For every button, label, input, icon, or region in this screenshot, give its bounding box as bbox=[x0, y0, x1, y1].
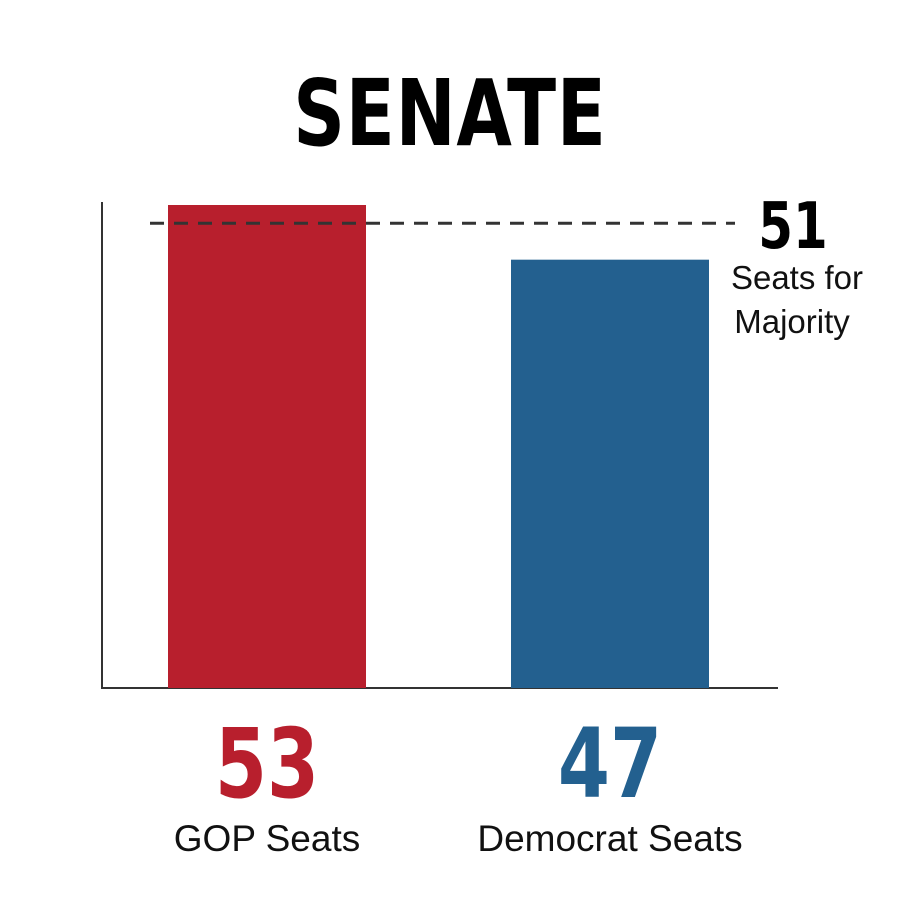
category-label-gop-seats: GOP Seats bbox=[174, 818, 360, 859]
majority-label-line1: Seats for bbox=[731, 259, 863, 296]
chart-title: SENATE bbox=[293, 60, 607, 167]
bar-gop-seats bbox=[168, 205, 366, 688]
category-label-democrat-seats: Democrat Seats bbox=[477, 818, 742, 859]
bar-democrat-seats bbox=[511, 259, 709, 688]
majority-seat-count: 51 bbox=[758, 189, 827, 264]
majority-label-line2: Majority bbox=[734, 303, 850, 340]
value-label-gop-seats: 53 bbox=[215, 709, 319, 821]
value-label-democrat-seats: 47 bbox=[558, 709, 662, 821]
